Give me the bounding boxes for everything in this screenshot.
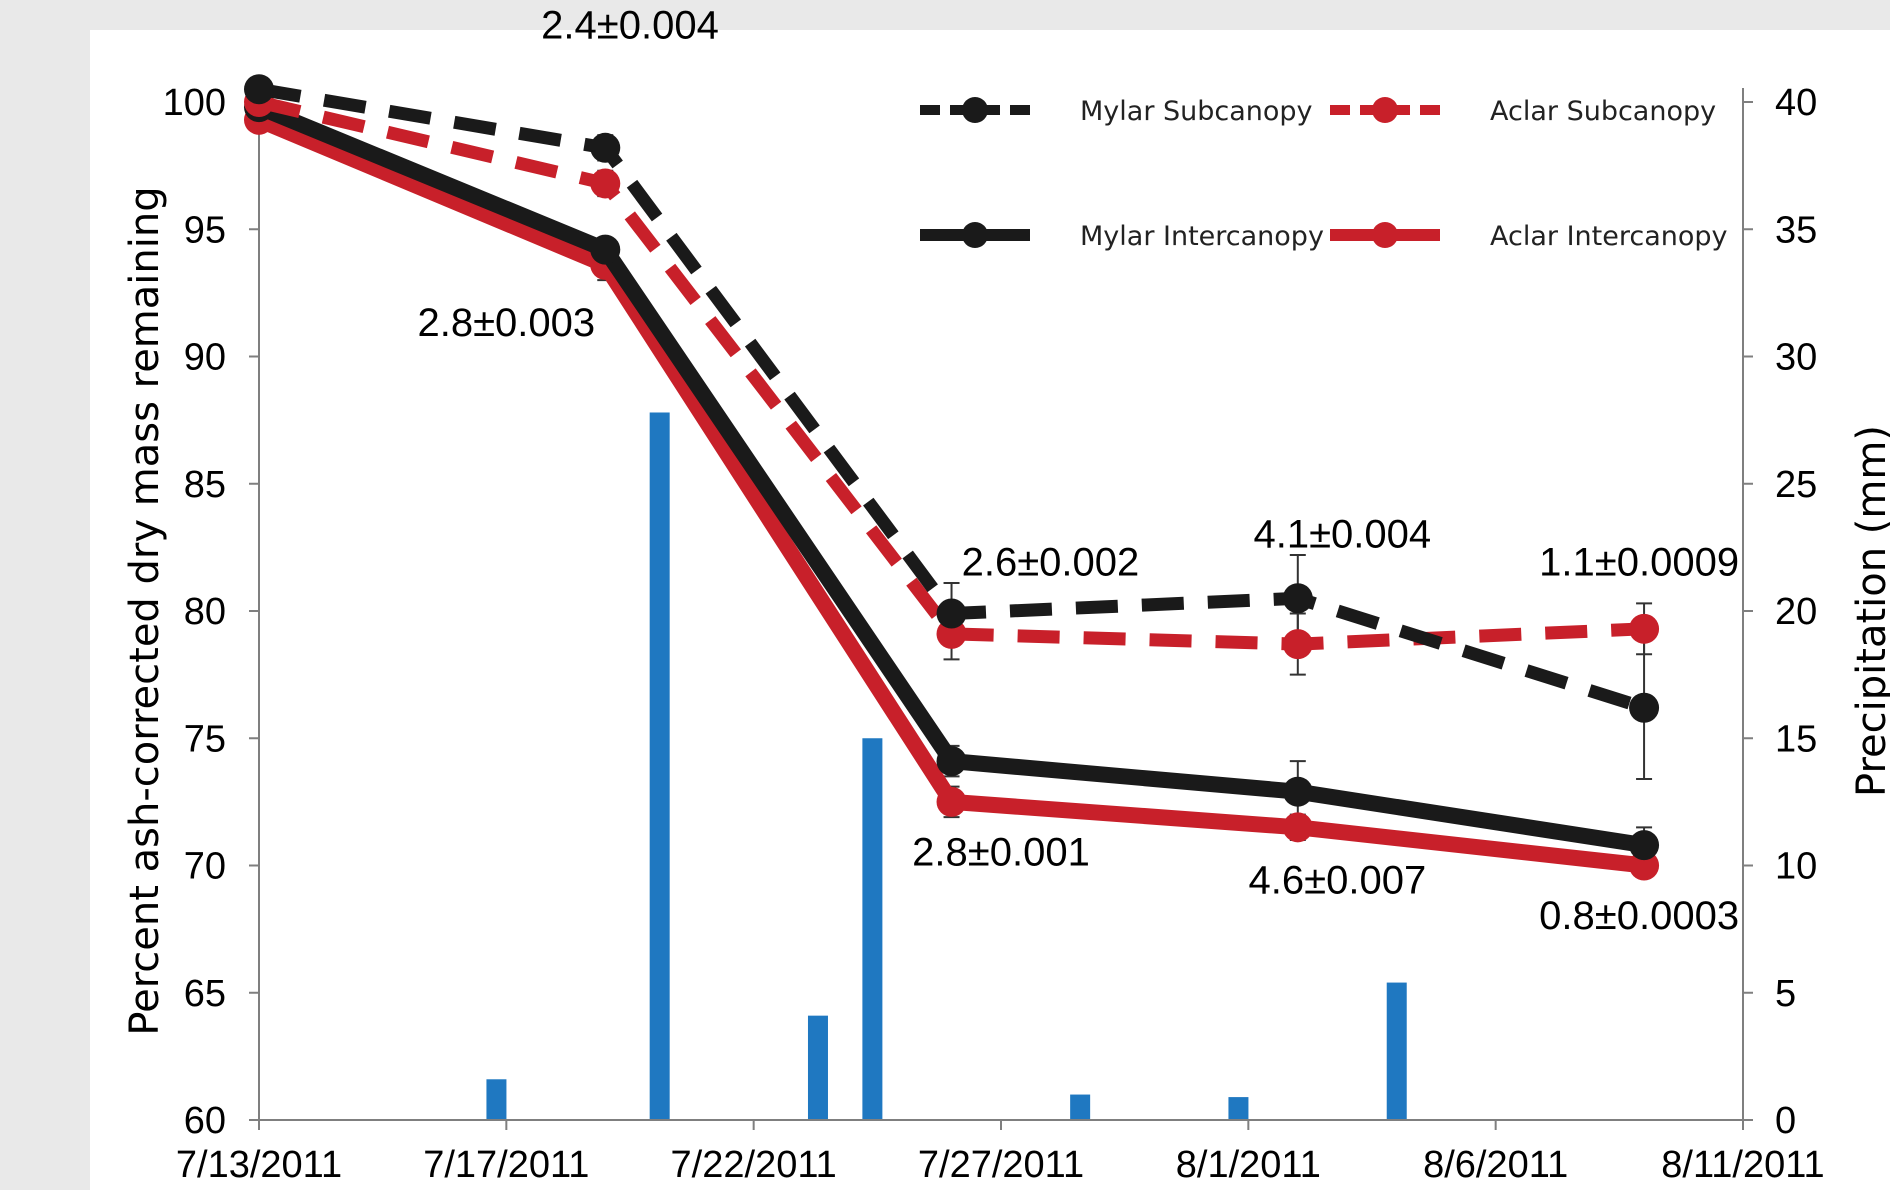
y2-tick-label: 35 — [1775, 209, 1817, 251]
series-point — [936, 786, 967, 817]
precipitation-bar — [862, 738, 883, 1120]
precipitation-bar — [649, 412, 670, 1120]
y-tick-label: 65 — [184, 973, 226, 1015]
x-tick-label: 8/11/2011 — [1661, 1144, 1824, 1186]
legend-label: Aclar Intercanopy — [1490, 221, 1728, 252]
y2-tick-label: 30 — [1775, 337, 1817, 379]
legend-item: Aclar Subcanopy — [1330, 96, 1716, 127]
series-point — [590, 168, 621, 199]
data-annotation: 1.1±0.0009 — [1539, 540, 1739, 584]
y2-tick-label: 25 — [1775, 464, 1817, 506]
series-point — [1282, 812, 1313, 843]
legend-swatch-marker — [962, 97, 988, 123]
series-point — [936, 598, 967, 629]
x-tick-label: 7/27/2011 — [918, 1144, 1084, 1186]
series-line — [255, 99, 1646, 854]
series-line — [257, 95, 1645, 651]
data-annotation: 2.8±0.003 — [418, 301, 596, 345]
series-point — [936, 746, 967, 777]
x-tick-label: 8/6/2011 — [1423, 1144, 1568, 1186]
y-axis-title: Percent ash-corrected dry mass remaining — [122, 186, 168, 1035]
data-annotation: 4.6±0.007 — [1249, 858, 1427, 902]
y-tick-label: 60 — [184, 1100, 226, 1142]
data-annotation: 2.8±0.001 — [912, 831, 1090, 875]
y-tick-label: 85 — [184, 464, 226, 506]
y2-tick-label: 40 — [1775, 82, 1817, 124]
precipitation-bar — [1228, 1097, 1249, 1120]
x-tick-label: 7/13/2011 — [176, 1144, 342, 1186]
data-annotation: 4.1±0.004 — [1253, 512, 1431, 556]
x-tick-label: 7/22/2011 — [671, 1144, 837, 1186]
precipitation-bar — [1070, 1094, 1091, 1120]
series-aclar-subcanopy — [244, 87, 1660, 660]
series-point — [1282, 776, 1313, 807]
series-mylar-subcanopy — [244, 74, 1660, 723]
y-tick-label: 70 — [184, 846, 226, 888]
series-mylar-intercanopy — [244, 92, 1660, 861]
series-point — [1282, 629, 1313, 660]
precipitation-bar — [1386, 982, 1407, 1120]
y2-tick-label: 5 — [1775, 973, 1796, 1015]
y2-tick-label: 10 — [1775, 846, 1817, 888]
x-tick-label: 8/1/2011 — [1176, 1144, 1321, 1186]
y-tick-label: 100 — [163, 82, 226, 124]
legend: Mylar Subcanopy Aclar Subcanopy Mylar Inte… — [920, 96, 1728, 252]
series-point — [590, 132, 621, 163]
precipitation-bars — [486, 412, 1407, 1120]
y-tick-label: 95 — [184, 209, 226, 251]
series-point — [1629, 830, 1660, 861]
series-point — [1629, 692, 1660, 723]
y2-tick-label: 0 — [1775, 1100, 1796, 1142]
precipitation-bar — [807, 1015, 828, 1120]
legend-label: Aclar Subcanopy — [1490, 96, 1716, 127]
legend-swatch-marker — [1372, 222, 1398, 248]
series-point — [1282, 583, 1313, 614]
legend-label: Mylar Intercanopy — [1080, 221, 1324, 252]
y2-tick-label: 15 — [1775, 718, 1817, 760]
y-tick-label: 80 — [184, 591, 226, 633]
y-tick-label: 75 — [184, 718, 226, 760]
y2-tick-label: 20 — [1775, 591, 1817, 633]
legend-swatch-marker — [962, 222, 988, 248]
x-tick-label: 7/17/2011 — [423, 1144, 589, 1186]
legend-swatch-marker — [1372, 97, 1398, 123]
series-point — [590, 234, 621, 265]
data-annotation: 2.4±0.004 — [541, 3, 719, 47]
legend-item: Mylar Intercanopy — [920, 221, 1324, 252]
series-point — [1629, 613, 1660, 644]
legend-item: Mylar Subcanopy — [920, 96, 1313, 127]
chart-panel — [90, 30, 1890, 1190]
y2-axis-title: Precipitation (mm) — [1849, 425, 1890, 797]
y-tick-label: 90 — [184, 337, 226, 379]
legend-item: Aclar Intercanopy — [1330, 221, 1728, 252]
data-annotation: 2.6±0.002 — [962, 540, 1140, 584]
series-point — [244, 74, 274, 105]
precipitation-bar — [486, 1079, 507, 1120]
legend-label: Mylar Subcanopy — [1080, 96, 1313, 127]
data-annotation: 0.8±0.0003 — [1539, 894, 1739, 938]
